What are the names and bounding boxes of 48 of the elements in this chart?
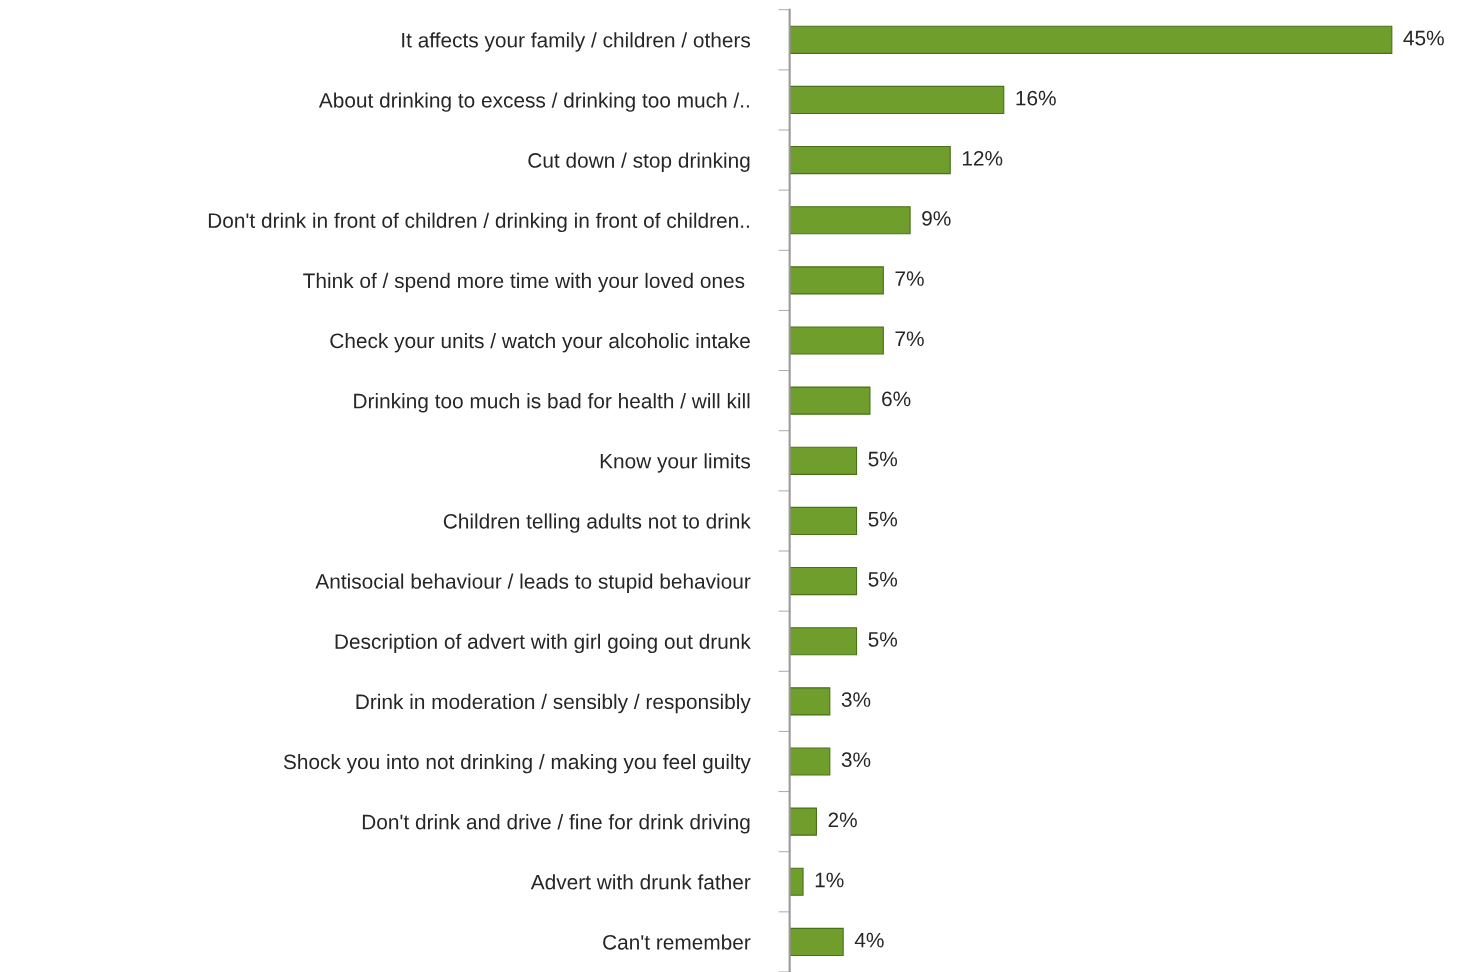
y-tick-label: It affects your family / children / others bbox=[402, 32, 751, 52]
y-tick-label: Drinking too much is bad for health / will kill bbox=[354, 393, 750, 413]
y-tick-label: Shock you into not drinking / making you feel guilty bbox=[283, 753, 751, 774]
data-label: 9% bbox=[922, 211, 951, 226]
bar bbox=[789, 807, 817, 836]
data-label: 7% bbox=[895, 271, 924, 286]
y-tick-label: Don't drink and drive / fine for drink driving bbox=[362, 814, 750, 834]
bar bbox=[789, 206, 911, 235]
bar bbox=[789, 747, 831, 776]
bar bbox=[789, 25, 1393, 54]
data-label: 5% bbox=[868, 511, 898, 527]
y-tick-label: Think of / spend more time with your loved ones bbox=[303, 272, 745, 293]
y-tick-label: Can't remember bbox=[603, 934, 751, 950]
bar bbox=[789, 867, 804, 896]
y-tick-label: About drinking to excess / drinking too much /.. bbox=[318, 92, 749, 112]
data-label: 5% bbox=[868, 632, 898, 647]
data-label: 7% bbox=[895, 331, 924, 347]
data-label: 4% bbox=[854, 932, 884, 948]
data-label: 2% bbox=[828, 812, 857, 828]
bar bbox=[789, 927, 844, 957]
bar bbox=[789, 386, 871, 415]
y-tick-label: Drink in moderation / sensibly / responsibly bbox=[356, 693, 751, 714]
y-tick-label: Description of advert with girl going out drunk bbox=[335, 633, 751, 654]
y-tick-label: Antisocial behaviour / leads to stupid behaviour bbox=[315, 573, 751, 593]
bar bbox=[789, 326, 884, 355]
bar bbox=[789, 85, 1005, 115]
data-label: 12% bbox=[962, 150, 1003, 166]
y-tick-label: Know your limits bbox=[600, 453, 751, 473]
data-label: 5% bbox=[868, 572, 898, 587]
data-label: 3% bbox=[841, 692, 871, 707]
bar bbox=[789, 266, 884, 295]
data-label: 16% bbox=[1016, 90, 1056, 106]
data-label: 5% bbox=[868, 451, 898, 467]
bar bbox=[789, 687, 831, 716]
bar bbox=[789, 627, 858, 656]
bar bbox=[789, 566, 858, 596]
bar bbox=[789, 446, 858, 475]
data-label: 45% bbox=[1403, 30, 1444, 46]
data-label: 3% bbox=[841, 752, 871, 768]
bar bbox=[789, 145, 951, 175]
bar bbox=[789, 506, 858, 536]
y-tick-label: Advert with drunk father bbox=[530, 874, 751, 890]
y-tick-label: Children telling adults not to drink bbox=[443, 513, 751, 533]
y-tick-label: Check your units / watch your alcoholic intake bbox=[330, 332, 750, 353]
y-tick-label: Cut down / stop drinking bbox=[528, 152, 750, 172]
data-label: 1% bbox=[815, 872, 844, 888]
data-label: 6% bbox=[882, 391, 911, 407]
y-tick-label: Don't drink in front of children / drinking in front of children.. bbox=[208, 212, 749, 233]
